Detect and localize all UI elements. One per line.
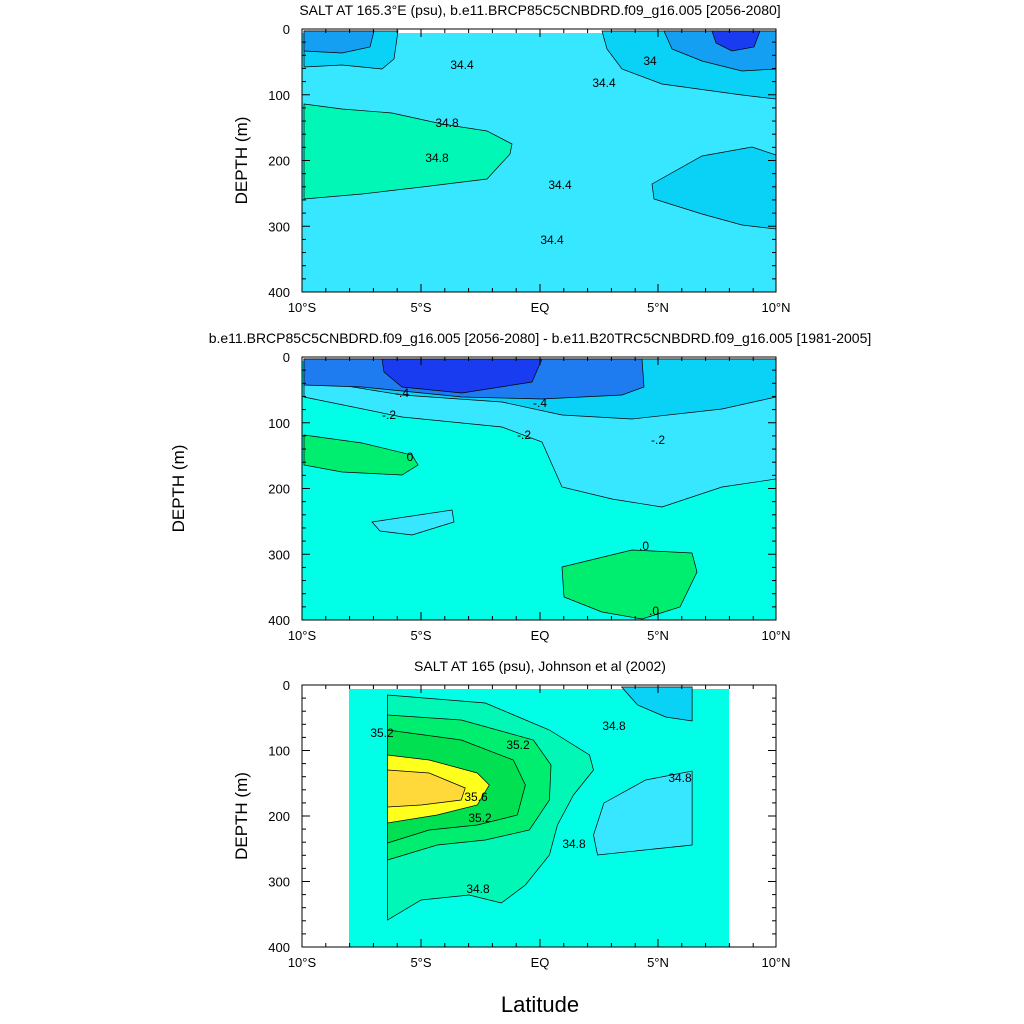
contour-panel-2: b.e11.BRCP85C5CNBDRD.f09_g16.005 [2056-2… [169, 330, 871, 643]
panel-title: b.e11.BRCP85C5CNBDRD.f09_g16.005 [2056-2… [209, 330, 872, 346]
y-tick-label: 0 [283, 350, 290, 365]
y-tick-label: 100 [268, 744, 290, 759]
x-tick-label: 10°S [288, 955, 317, 970]
x-tick-label: 10°S [288, 628, 317, 643]
panel-title: SALT AT 165 (psu), Johnson et al (2002) [414, 658, 666, 674]
contour-label: -.2 [651, 433, 665, 447]
contour-label: 35.2 [506, 738, 530, 752]
contour-label: 34 [643, 54, 657, 68]
y-tick-label: 300 [268, 219, 290, 234]
contour-label: 34.8 [435, 116, 459, 130]
region-7 [561, 549, 698, 620]
contour-label: -.2 [382, 408, 396, 422]
y-axis-label: DEPTH (m) [232, 117, 251, 205]
contour-panel-1: SALT AT 165.3°E (psu), b.e11.BRCP85C5CNB… [232, 2, 791, 315]
region-6 [593, 770, 693, 856]
contour-label: 34.4 [592, 76, 616, 90]
y-tick-label: 200 [268, 154, 290, 169]
x-tick-label: 5°N [647, 628, 669, 643]
region-6 [371, 509, 455, 536]
panel-title: SALT AT 165.3°E (psu), b.e11.BRCP85C5CNB… [299, 2, 780, 18]
contour-panel-3: SALT AT 165 (psu), Johnson et al (2002) 0… [232, 658, 791, 970]
contour-label: 34.4 [540, 233, 564, 247]
x-tick-label: 10°N [761, 628, 790, 643]
contour-label: 0 [407, 450, 414, 464]
x-axis-title: Latitude [501, 992, 579, 1017]
contour-label: 34.4 [450, 58, 474, 72]
contour-label: -.4 [533, 396, 547, 410]
y-tick-label: 200 [268, 482, 290, 497]
y-tick-label: 100 [268, 416, 290, 431]
y-tick-label: 100 [268, 88, 290, 103]
x-tick-label: EQ [531, 955, 550, 970]
y-axis-label: DEPTH (m) [169, 445, 188, 533]
contour-label: -.2 [517, 428, 531, 442]
x-tick-label: 5°S [410, 300, 431, 315]
y-tick-label: 400 [268, 940, 290, 955]
region-7 [620, 686, 693, 722]
y-tick-label: 0 [283, 678, 290, 693]
contour-label: 35.2 [468, 811, 492, 825]
region-1 [303, 103, 513, 200]
y-tick-label: 400 [268, 285, 290, 300]
y-tick-label: 200 [268, 809, 290, 824]
contour-label: 34.8 [668, 771, 692, 785]
contour-label: 34.4 [548, 178, 572, 192]
contour-label: 35.2 [370, 726, 394, 740]
x-tick-label: 5°S [410, 955, 431, 970]
region-4 [381, 358, 543, 394]
contour-label: .0 [649, 604, 659, 618]
x-tick-label: EQ [531, 628, 550, 643]
region-3 [303, 30, 375, 54]
contour-label: 34.8 [425, 151, 449, 165]
x-tick-label: 10°N [761, 300, 790, 315]
x-tick-label: 5°N [647, 955, 669, 970]
y-tick-label: 300 [268, 875, 290, 890]
y-axis-label: DEPTH (m) [232, 772, 251, 860]
contour-label: 34.8 [602, 719, 626, 733]
x-tick-label: 5°S [410, 628, 431, 643]
contour-label: -.4 [395, 386, 409, 400]
y-tick-label: 400 [268, 613, 290, 628]
x-tick-label: 5°N [647, 300, 669, 315]
y-tick-label: 0 [283, 22, 290, 37]
contour-label: 34.8 [562, 837, 586, 851]
region-5 [387, 769, 466, 808]
contour-label: 34.8 [466, 882, 490, 896]
contour-label: .0 [639, 539, 649, 553]
y-tick-label: 300 [268, 547, 290, 562]
x-tick-label: 10°S [288, 300, 317, 315]
x-tick-label: EQ [531, 300, 550, 315]
x-tick-label: 10°N [761, 955, 790, 970]
region-6 [711, 30, 761, 52]
contour-label: 35.6 [464, 790, 488, 804]
region-5 [303, 434, 419, 476]
